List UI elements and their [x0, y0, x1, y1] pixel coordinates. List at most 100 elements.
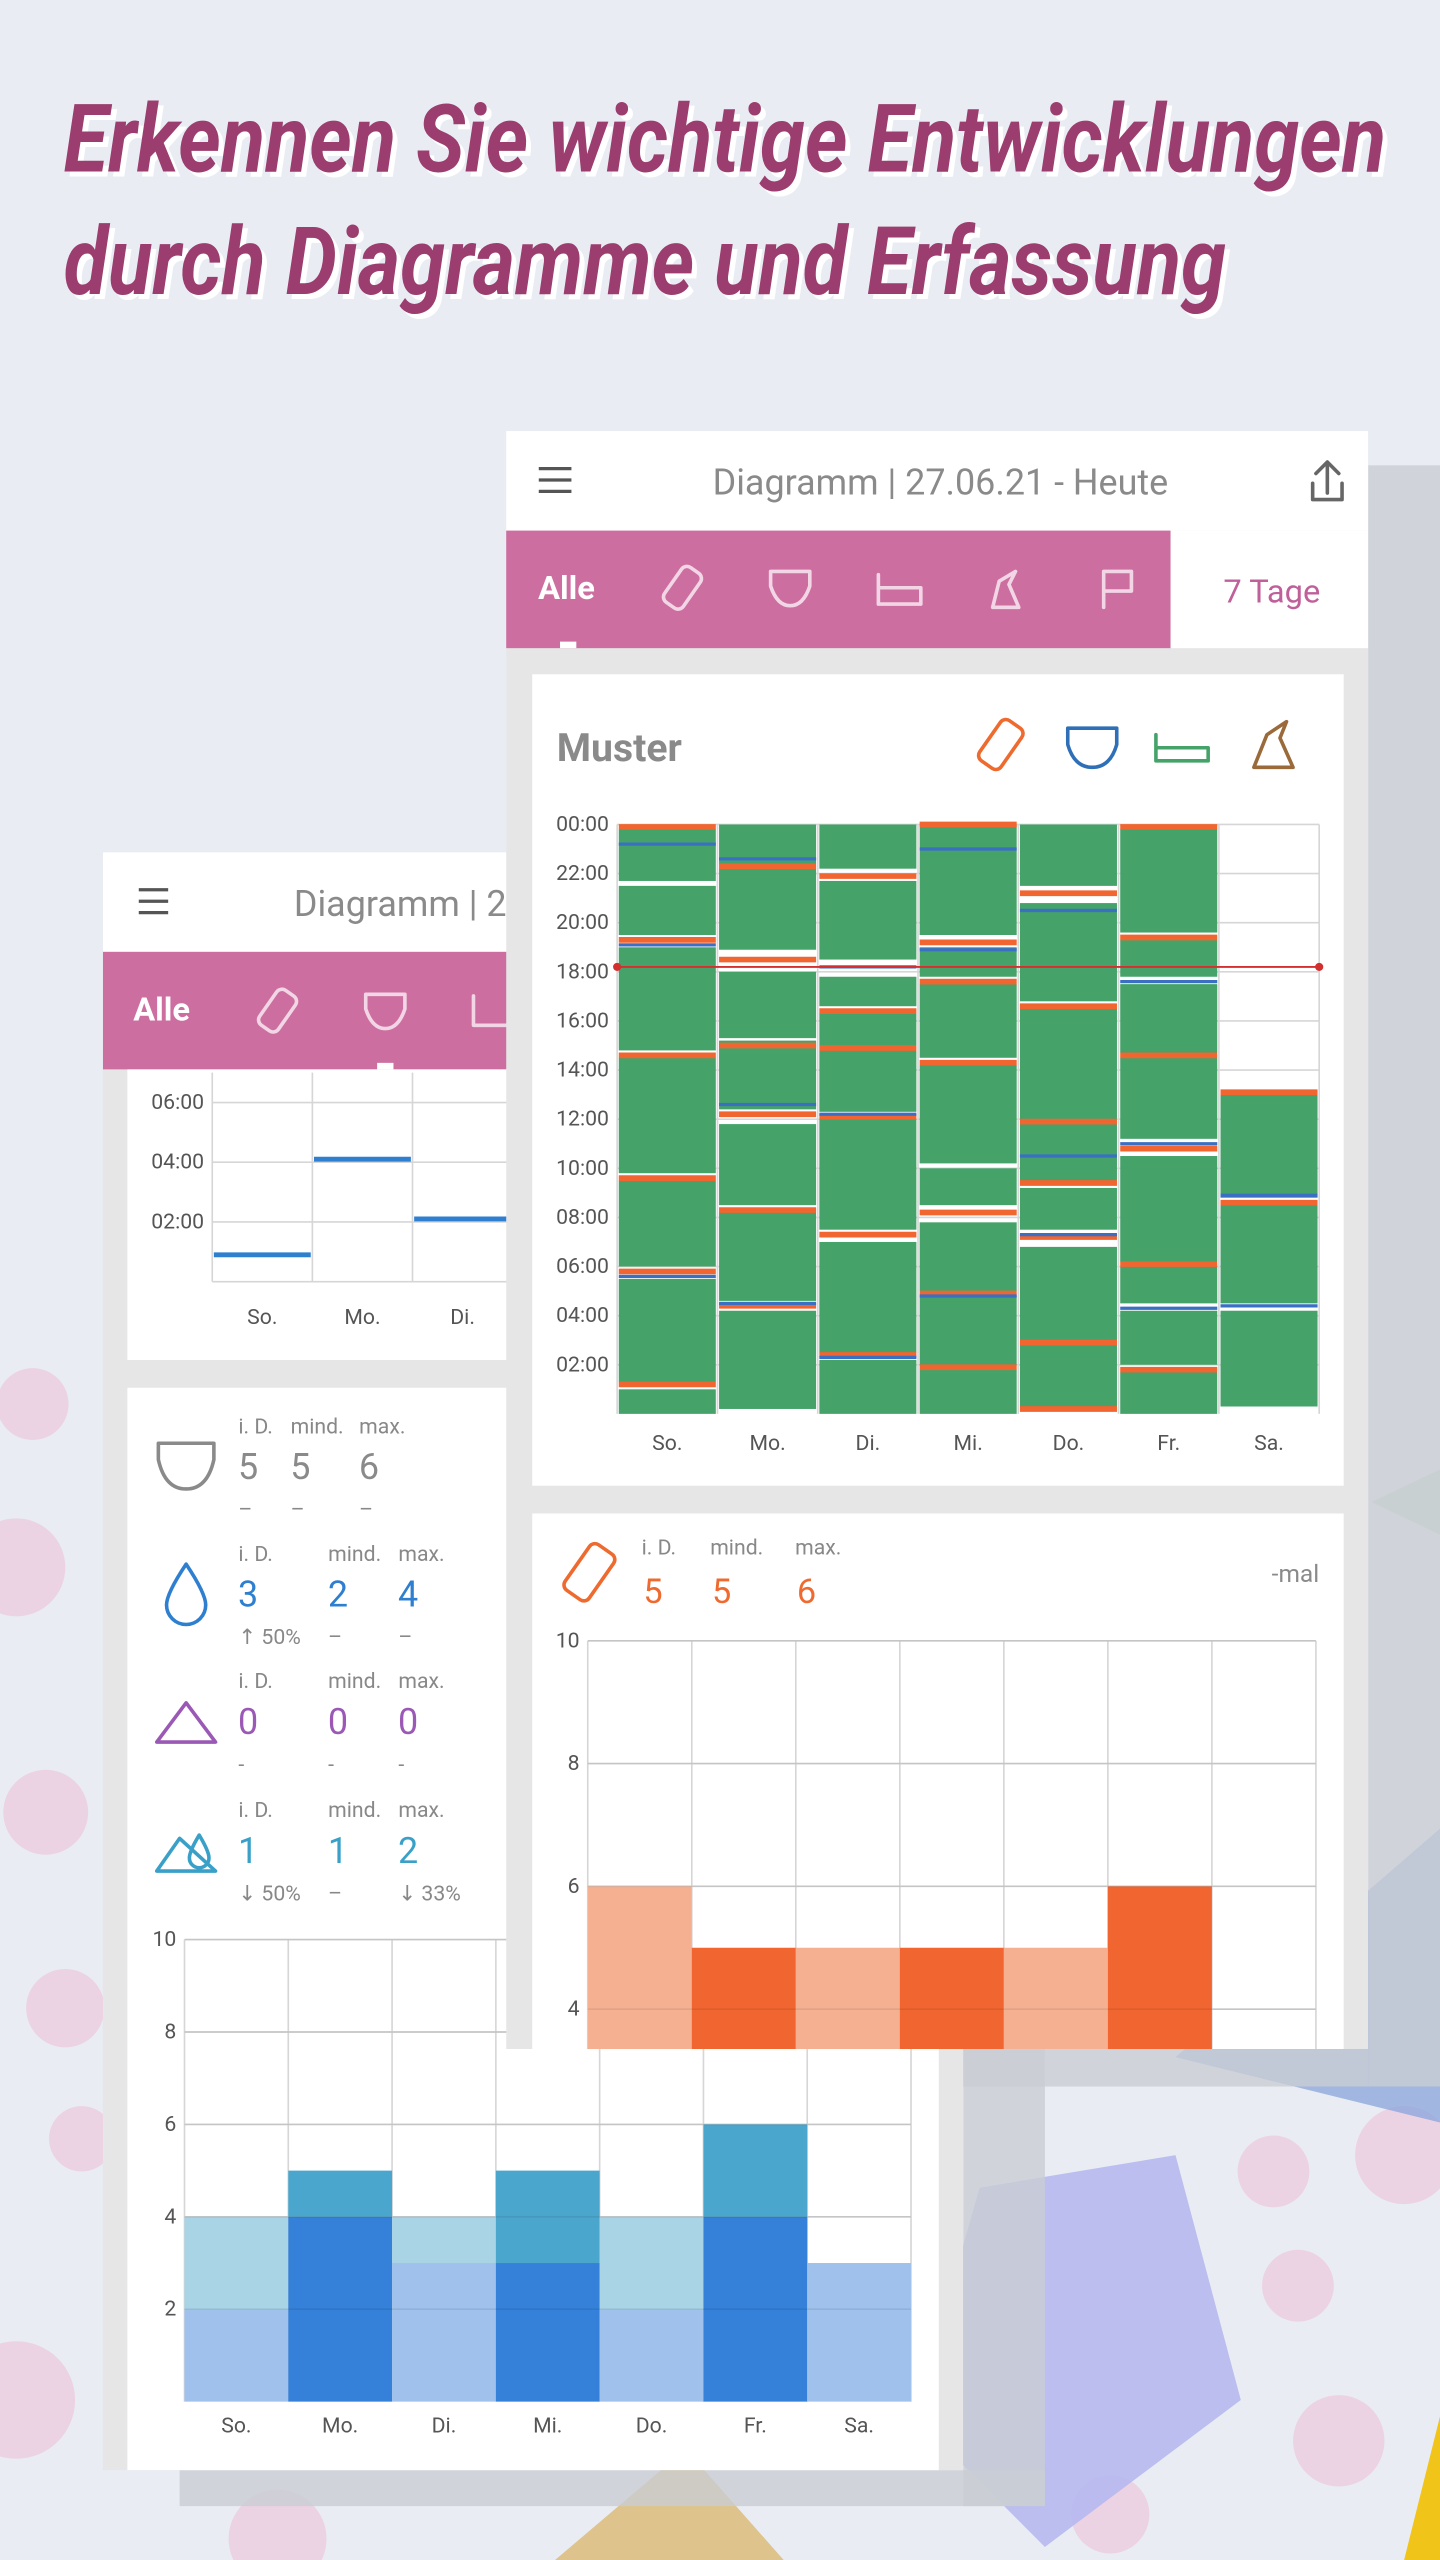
sleep-block [719, 824, 817, 864]
sleep-block [1220, 1310, 1318, 1407]
stat-value: 2 [398, 1830, 418, 1872]
stat-header: max. [398, 1669, 444, 1694]
sleep-block [618, 829, 716, 881]
y-tick-label: 00:00 [556, 812, 609, 837]
bar [691, 1947, 796, 2049]
sleep-block [719, 1212, 817, 1301]
sleep-block [819, 1013, 917, 1046]
x-tick-label: Sa. [844, 2414, 874, 2439]
x-tick-label: Do. [1053, 1431, 1085, 1456]
stats: i. D.5–mind.5–max.6–i. D.3↑ 50%mind.2–ma… [238, 1414, 461, 1906]
sleep-block [1120, 829, 1218, 933]
screen-title: Diagramm | 27.06.21 - Heute [713, 462, 1169, 504]
y-tick-label: 16:00 [556, 1008, 609, 1033]
bar [587, 1886, 692, 2049]
stat-header: mind. [328, 1669, 381, 1694]
sleep-block [1019, 1345, 1117, 1407]
sleep-block [919, 947, 1017, 977]
stacked-bar-chart: 2 4 6 8 10 So. Mo. Di. Mi. Do. Fr. Sa. [152, 1927, 912, 2439]
app-header [506, 431, 1369, 531]
stat-header: i. D. [238, 1798, 272, 1823]
y-tick-label: 2 [164, 2297, 176, 2322]
sleep-block [1220, 1094, 1318, 1198]
x-tick-label: So. [652, 1431, 682, 1456]
stat-header: max. [795, 1535, 841, 1560]
x-tick-label: So. [221, 2414, 251, 2439]
sleep-block [1120, 1156, 1218, 1262]
stat-value: 6 [359, 1446, 379, 1488]
y-tick-label: 10 [556, 1628, 580, 1653]
bar-segment [703, 2124, 808, 2217]
stat-icon [562, 1541, 617, 1603]
headline-line: durch Diagramme und Erfassung [64, 207, 1226, 318]
stat-header: mind. [291, 1414, 344, 1439]
tab-label[interactable]: Alle [538, 569, 595, 607]
stat-header: max. [398, 1542, 444, 1567]
y-tick-label: 8 [164, 2020, 176, 2045]
y-tick-label: 18:00 [556, 959, 609, 984]
sleep-block [618, 1057, 716, 1174]
stats: i. D. 5 mind. 5 max. 6 -mal [642, 1535, 1320, 1612]
legend-icons [976, 717, 1295, 772]
x-tick-label: Di. [432, 2414, 457, 2439]
stat-value: 5 [290, 1446, 310, 1488]
headline-shadow: durch Diagramme und Erfassung [69, 212, 1231, 323]
tab-label[interactable]: Alle [133, 990, 190, 1028]
y-tick-label: 06:00 [151, 1090, 204, 1115]
bar-segment [599, 2216, 704, 2310]
stat-change: – [238, 1498, 252, 1523]
y-tick-label: 4 [164, 2204, 176, 2229]
sleep-block [1120, 939, 1218, 977]
bar [899, 1947, 1004, 2049]
tab-indicator [560, 641, 577, 649]
headline-shadow: Erkennen Sie wichtige Entwicklungen [69, 89, 1391, 200]
share-icon[interactable] [1310, 460, 1344, 502]
x-tick-label: Di. [856, 1431, 881, 1456]
y-tick-label: 02:00 [151, 1209, 204, 1234]
y-tick-label: 8 [568, 1751, 580, 1776]
sleep-block [819, 1241, 917, 1353]
menu-icon[interactable] [138, 888, 169, 915]
stat-change: - [238, 1752, 244, 1777]
sleep-block [1019, 1187, 1117, 1230]
shadow [963, 2048, 1045, 2507]
stat-change: – [398, 1625, 412, 1650]
bar-segment [495, 2170, 600, 2264]
x-tick-label: Mi. [533, 2414, 562, 2439]
tab-icons[interactable] [661, 564, 1134, 612]
x-tick-label: Fr. [1157, 1431, 1180, 1456]
sleep-block [919, 1065, 1017, 1164]
stat-change: – [291, 1498, 305, 1523]
stat-change: - [328, 1752, 334, 1777]
sleep-block [1019, 1124, 1117, 1181]
menu-icon[interactable] [538, 466, 572, 494]
y-tick-label: 04:00 [151, 1150, 204, 1175]
sleep-block [819, 824, 917, 869]
stat-value: 6 [797, 1572, 816, 1612]
x-tick-label: Mo. [749, 1431, 785, 1456]
sleep-block [1120, 1310, 1218, 1365]
sleep-block [719, 1310, 817, 1409]
stat-header: i. D. [238, 1414, 272, 1439]
x-tick-label: Mo. [322, 2414, 358, 2439]
x-tick-label: Mi. [954, 1431, 983, 1456]
stat-value: 4 [398, 1574, 418, 1616]
sleep-block [1120, 1057, 1218, 1139]
y-tick-label: 06:00 [556, 1254, 609, 1279]
headline: Erkennen Sie wichtige Entwicklungen Erke… [64, 84, 1391, 322]
tab-icons[interactable] [256, 987, 521, 1035]
stat-change: – [328, 1881, 342, 1906]
sleep-block [819, 1119, 917, 1230]
stat-header: mind. [328, 1798, 381, 1823]
x-tick-label: Di. [450, 1305, 475, 1330]
y-tick-label: 04:00 [556, 1303, 609, 1328]
y-tick-label: 22:00 [556, 861, 609, 886]
bar-segment [288, 2170, 393, 2217]
range-label[interactable]: 7 Tage [1223, 572, 1320, 610]
sleep-block [1019, 1008, 1117, 1120]
sleep-block [719, 1040, 817, 1110]
x-tick-label: So. [247, 1305, 277, 1330]
now-dot [613, 962, 622, 972]
tab-indicator [377, 1062, 394, 1070]
stat-value: 5 [643, 1572, 662, 1612]
